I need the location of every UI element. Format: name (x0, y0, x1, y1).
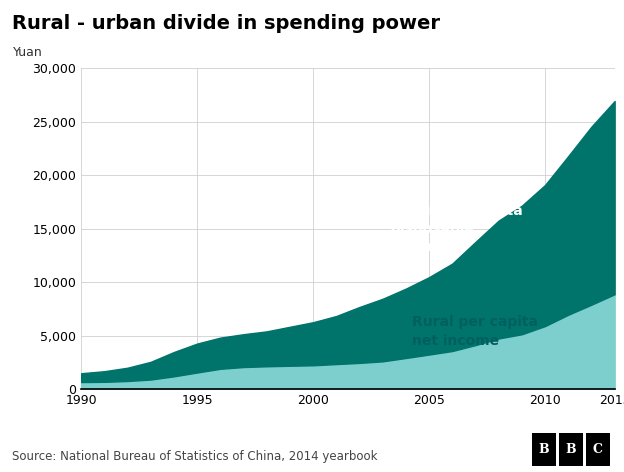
Text: B: B (565, 443, 577, 456)
Text: B: B (539, 443, 550, 456)
Text: C: C (593, 443, 603, 456)
Text: Rural per capita
net income: Rural per capita net income (412, 315, 538, 348)
Text: Rural - urban divide in spending power: Rural - urban divide in spending power (12, 14, 441, 33)
Text: Yuan: Yuan (12, 46, 42, 59)
Text: Source: National Bureau of Statistics of China, 2014 yearbook: Source: National Bureau of Statistics of… (12, 449, 378, 463)
Text: Urban per capita
disposable
income: Urban per capita disposable income (391, 203, 522, 254)
